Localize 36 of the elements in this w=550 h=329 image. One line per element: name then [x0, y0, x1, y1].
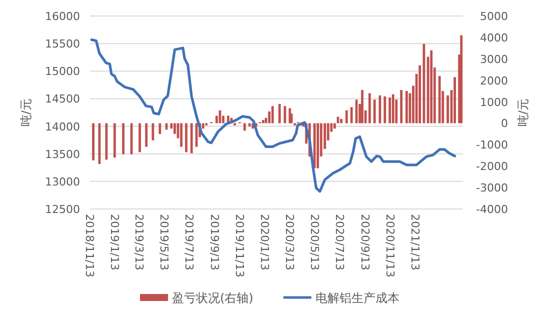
y2-tick-label: 5000 [480, 10, 508, 23]
x-tick-label: 2020/3/13 [282, 214, 296, 270]
y2-tick-label: 0 [501, 117, 508, 130]
y-tick-label: 15500 [45, 38, 80, 51]
y-tick-label: 13500 [45, 148, 80, 161]
x-tick-label: 2018/11/13 [83, 214, 96, 278]
y-tick-label: 16000 [45, 10, 80, 23]
x-tick-label: 2019/11/13 [233, 214, 246, 278]
x-tick-label: 2019/9/13 [208, 214, 222, 270]
y-tick-label: 14500 [45, 92, 80, 106]
x-tick-label: 2019/1/13 [108, 214, 122, 270]
y-tick-label: 13000 [45, 175, 80, 188]
x-tick-label: 2020/1/13 [258, 214, 272, 270]
y2-tick-label: 4000 [480, 31, 508, 44]
y2-tick-label: -2000 [476, 160, 508, 174]
legend-label: 电解铝生产成本 [315, 291, 400, 305]
y2-tick-label: 2000 [480, 74, 508, 88]
x-tick-label: 2019/5/13 [157, 214, 170, 270]
x-tick-label: 2019/7/13 [182, 214, 196, 270]
y2-axis-title: 吨/元 [516, 98, 530, 127]
x-tick-label: 2020/5/13 [308, 214, 321, 270]
legend-label: 盈亏状况(右轴) [172, 291, 254, 305]
y-tick-label: 15000 [45, 65, 80, 78]
y2-tick-label: 3000 [480, 52, 508, 66]
y2-tick-label: -4000 [476, 203, 508, 216]
x-tick-label: 2021/1/13 [408, 214, 422, 270]
y2-tick-label: -1000 [476, 138, 508, 152]
y2-tick-label: 1000 [480, 96, 508, 109]
y2-tick-label: -3000 [476, 182, 508, 195]
x-tick-label: 2019/3/13 [132, 214, 146, 270]
y-axis-title: 吨/元 [19, 98, 33, 127]
y-tick-label: 12500 [45, 203, 80, 216]
x-tick-label: 2020/11/13 [384, 214, 397, 278]
x-tick-label: 2020/7/13 [333, 214, 346, 270]
x-tick-label: 2020/9/13 [358, 214, 372, 270]
y-tick-label: 14000 [45, 120, 80, 134]
